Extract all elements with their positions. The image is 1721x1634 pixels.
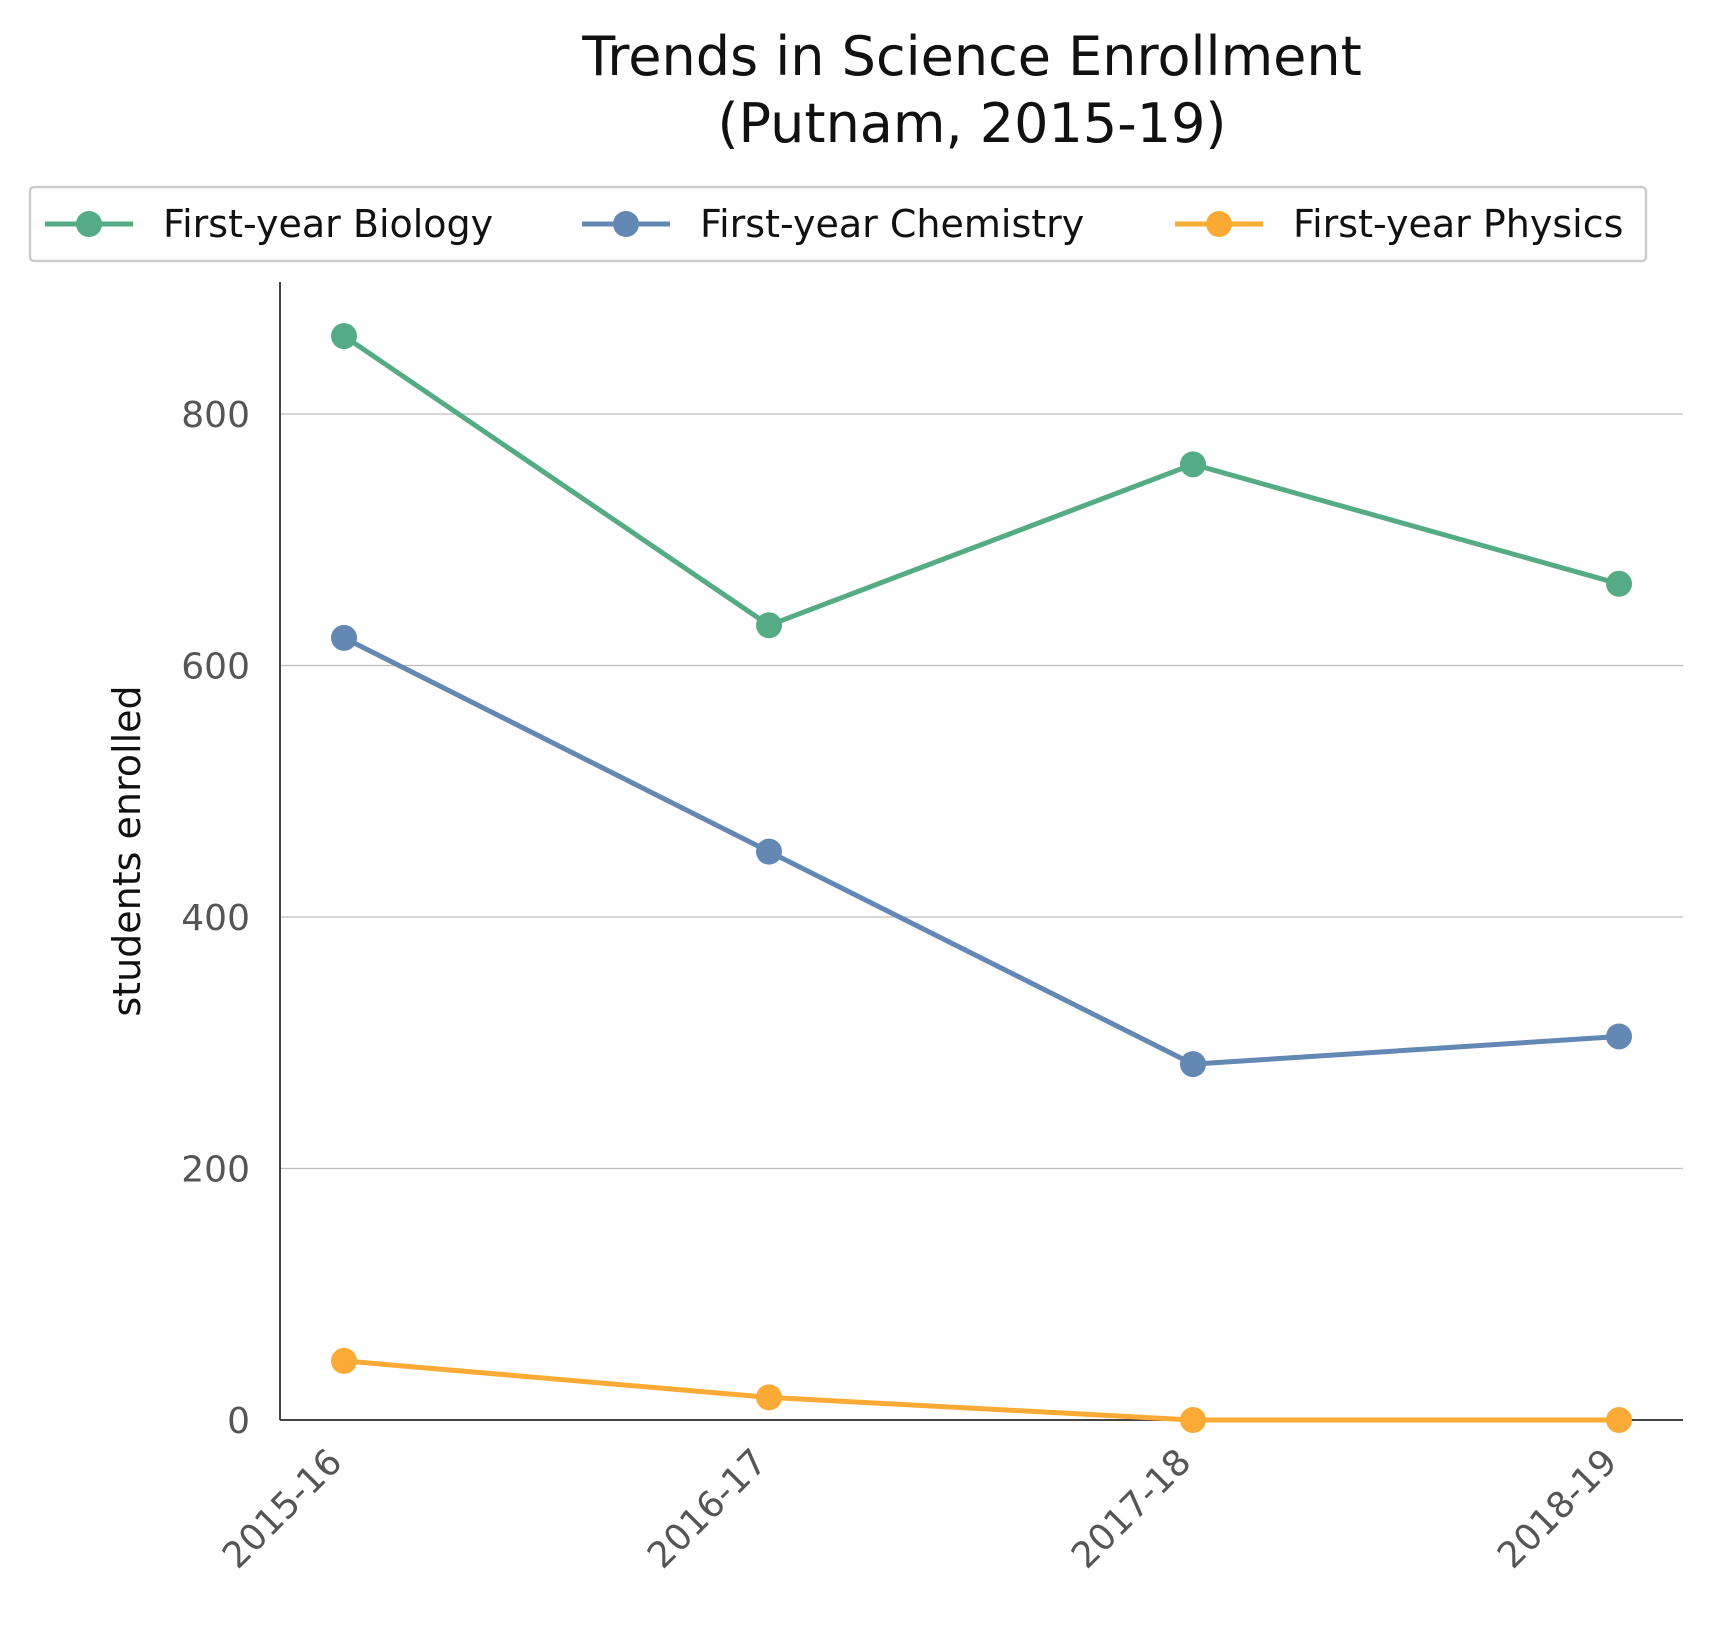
legend-marker-first-year-chemistry <box>613 211 639 237</box>
chart-title-line-1: Trends in Science Enrollment <box>581 25 1362 88</box>
data-point-first-year-chemistry-2018-19 <box>1606 1023 1632 1050</box>
legend-item-first-year-chemistry: First-year Chemistry <box>582 202 1084 246</box>
series-lines <box>342 334 1620 1423</box>
data-point-first-year-physics-2015-16 <box>331 1347 357 1374</box>
data-point-first-year-biology-2018-19 <box>1606 570 1632 597</box>
x-tick-label-2015-16: 2015-16 <box>215 1441 350 1576</box>
data-point-first-year-biology-2015-16 <box>331 323 357 350</box>
data-point-first-year-chemistry-2017-18 <box>1180 1051 1206 1078</box>
data-point-first-year-physics-2016-17 <box>756 1384 782 1411</box>
chart-title-line-2: (Putnam, 2015-19) <box>717 92 1226 155</box>
x-tick-label-2018-19: 2018-19 <box>1490 1441 1625 1576</box>
series-points <box>331 323 1632 1433</box>
legend-frame <box>28 185 1648 263</box>
series-line-first-year-biology <box>342 334 1620 628</box>
x-tick-label-2017-18: 2017-18 <box>1064 1441 1199 1576</box>
series-line-first-year-physics <box>343 1358 1619 1423</box>
y-axis-label: students enrolled <box>105 685 149 1016</box>
axes <box>279 282 1683 1421</box>
legend: First-year Biology First-year Chemistry Fi… <box>28 185 1648 263</box>
gridlines <box>280 413 1683 1170</box>
data-point-first-year-chemistry-2016-17 <box>756 838 782 865</box>
y-tick-label-800: 800 <box>181 395 250 436</box>
y-axis-ticks: 0 200 400 600 800 <box>181 395 250 1442</box>
x-tick-label-2016-17: 2016-17 <box>640 1441 775 1576</box>
legend-item-first-year-biology: First-year Biology <box>45 202 493 246</box>
y-tick-label-400: 400 <box>181 898 250 939</box>
legend-item-first-year-physics: First-year Physics <box>1175 202 1623 246</box>
legend-label-first-year-chemistry: First-year Chemistry <box>700 202 1084 246</box>
series-line-first-year-chemistry <box>342 635 1620 1067</box>
legend-label-first-year-biology: First-year Biology <box>163 202 493 246</box>
data-point-first-year-physics-2018-19 <box>1606 1407 1632 1433</box>
y-tick-label-200: 200 <box>181 1150 250 1191</box>
data-point-first-year-biology-2017-18 <box>1180 451 1206 478</box>
y-tick-label-0: 0 <box>227 1401 250 1442</box>
legend-label-first-year-physics: First-year Physics <box>1293 202 1623 246</box>
y-tick-label-600: 600 <box>181 647 250 688</box>
legend-marker-first-year-biology <box>76 211 102 237</box>
data-point-first-year-physics-2017-18 <box>1180 1407 1206 1433</box>
x-axis-ticks: 2015-16 2016-17 2017-18 2018-19 <box>215 1441 1625 1576</box>
data-point-first-year-chemistry-2015-16 <box>331 624 357 651</box>
legend-marker-first-year-physics <box>1206 211 1232 237</box>
data-point-first-year-biology-2016-17 <box>756 612 782 639</box>
chart-title: Trends in Science Enrollment (Putnam, 20… <box>581 25 1362 155</box>
